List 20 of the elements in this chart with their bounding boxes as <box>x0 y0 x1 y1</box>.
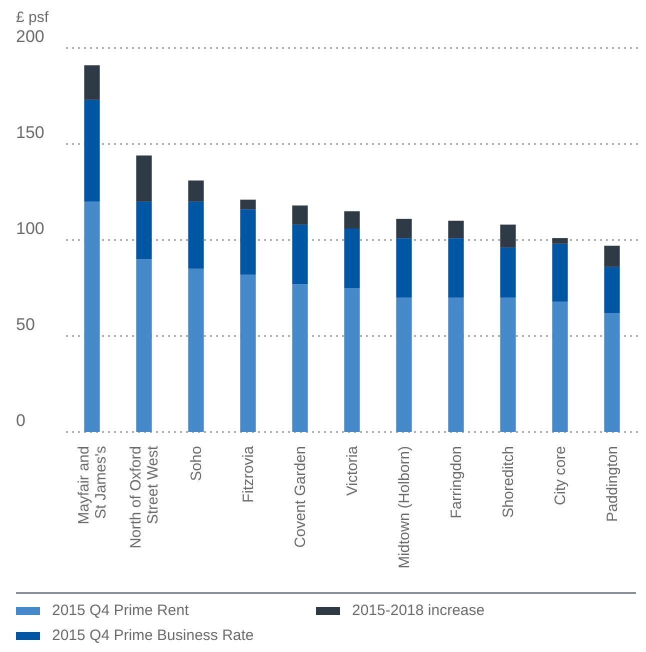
legend-label: 2015 Q4 Prime Business Rate <box>52 627 254 644</box>
y-tick-label: 50 <box>16 315 35 334</box>
x-tick-label: Shoreditch <box>500 446 517 518</box>
x-tick-label: City core <box>552 446 569 506</box>
x-tick-label: Fitzrovia <box>240 445 257 503</box>
x-tick-label: Midtown (Holborn) <box>396 446 413 569</box>
x-tick-label: Mayfair and St James's <box>76 446 110 524</box>
x-tick-label: Farringdon <box>448 446 465 519</box>
legend-label: 2015-2018 increase <box>352 602 485 619</box>
y-tick-label: 150 <box>16 123 44 142</box>
x-tick-label: Paddington <box>604 446 621 522</box>
legend-label: 2015 Q4 Prime Rent <box>52 602 189 619</box>
x-tick-label: Victoria <box>344 445 361 496</box>
x-tick-label: North of Oxford Street West <box>128 445 162 549</box>
y-tick-label: 0 <box>16 411 26 430</box>
x-tick-label: Soho <box>188 446 205 482</box>
y-axis-title: £ psf <box>16 9 50 26</box>
y-tick-label: 200 <box>16 27 44 46</box>
y-tick-label: 100 <box>16 219 44 238</box>
x-tick-label: Covent Garden <box>292 446 309 548</box>
